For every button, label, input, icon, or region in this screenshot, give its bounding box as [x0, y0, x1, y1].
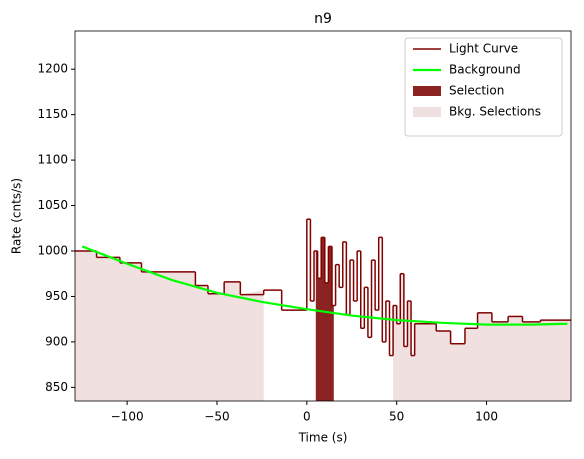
x-tick-label: −50	[204, 410, 229, 424]
y-tick-label: 900	[45, 334, 68, 348]
y-tick-label: 950	[45, 289, 68, 303]
x-tick-label: 50	[389, 410, 404, 424]
legend: Light Curve Background Selection Bkg. Selec…	[404, 37, 563, 137]
background-line	[81, 245, 568, 326]
chart-title: n9	[314, 11, 332, 27]
y-tick-label: 850	[45, 380, 68, 394]
y-tick-label: 1200	[37, 62, 68, 76]
y-axis-label: Rate (cnts/s)	[10, 178, 24, 254]
legend-label: Light Curve	[449, 42, 518, 56]
legend-label: Selection	[449, 84, 504, 98]
plot-frame	[74, 30, 572, 402]
x-tick-label: 0	[303, 410, 311, 424]
y-tick-label: 1150	[37, 107, 68, 121]
y-tick-label: 1100	[37, 153, 68, 167]
legend-swatch	[413, 86, 441, 96]
x-axis-label: Time (s)	[298, 431, 348, 445]
x-tick-label: 100	[475, 410, 498, 424]
y-tick-label: 1000	[37, 244, 68, 258]
legend-label: Background	[449, 63, 521, 77]
y-tick-label: 1050	[37, 198, 68, 212]
legend-box	[404, 37, 563, 137]
selection-area	[393, 273, 571, 401]
legend-swatch	[413, 107, 441, 117]
x-tick-label: −100	[111, 410, 144, 424]
selection-area	[75, 251, 264, 401]
legend-label: Bkg. Selections	[449, 105, 541, 119]
